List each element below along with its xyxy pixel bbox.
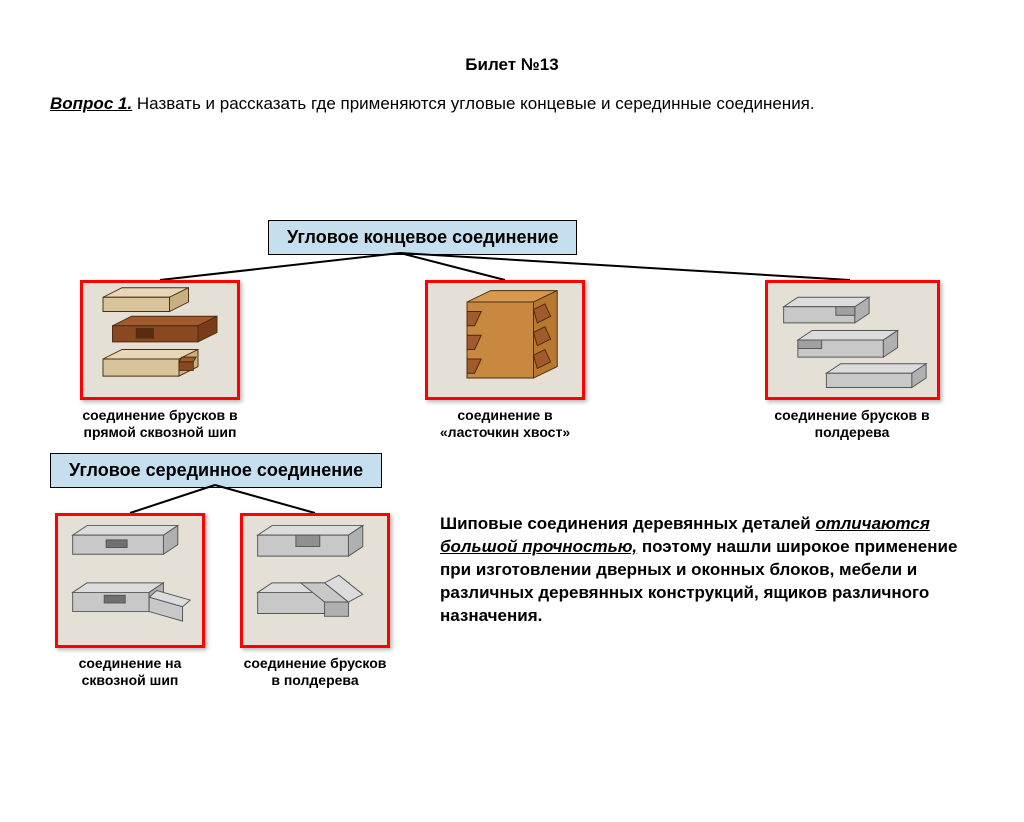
joint-frame-through-tenon bbox=[55, 513, 205, 648]
halflap-joint-icon bbox=[768, 283, 937, 397]
joint-frame-mid-halflap bbox=[240, 513, 390, 648]
caption-halflap: соединение брусков в полдерева bbox=[767, 407, 937, 441]
question-block: Вопрос 1. Назвать и рассказать где приме… bbox=[50, 93, 974, 115]
joint-frame-tenon bbox=[80, 280, 240, 400]
caption-through-tenon: соединение на сквозной шип bbox=[60, 655, 200, 689]
tenon-joint-icon bbox=[83, 283, 237, 397]
dovetail-joint-icon bbox=[428, 283, 582, 397]
caption-dovetail: соединение в «ласточкин хвост» bbox=[420, 407, 590, 441]
description-text: Шиповые соединения деревянных деталей от… bbox=[440, 513, 980, 628]
category1-box: Угловое концевое соединение bbox=[268, 220, 577, 255]
question-text: Назвать и рассказать где применяются угл… bbox=[137, 94, 815, 113]
through-tenon-icon bbox=[58, 516, 202, 645]
page-title: Билет №13 bbox=[0, 55, 1024, 75]
joint-frame-halflap bbox=[765, 280, 940, 400]
category2-box: Угловое серединное соединение bbox=[50, 453, 382, 488]
desc-pre: Шиповые соединения деревянных деталей bbox=[440, 514, 815, 533]
caption-mid-halflap: соединение брусков в полдерева bbox=[240, 655, 390, 689]
joint-frame-dovetail bbox=[425, 280, 585, 400]
mid-halflap-icon bbox=[243, 516, 387, 645]
question-label: Вопрос 1. bbox=[50, 94, 132, 113]
caption-tenon: соединение брусков в прямой сквозной шип bbox=[75, 407, 245, 441]
